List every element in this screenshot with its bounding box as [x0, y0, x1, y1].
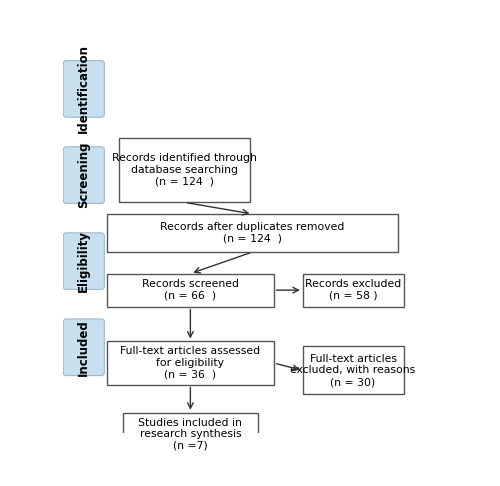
- Bar: [303, 347, 404, 395]
- Text: Included: Included: [78, 319, 90, 376]
- Text: Records screened
(n = 66  ): Records screened (n = 66 ): [142, 279, 239, 301]
- Text: Records identified through
database searching
(n = 124  ): Records identified through database sear…: [112, 154, 257, 187]
- Text: Eligibility: Eligibility: [78, 230, 90, 292]
- Bar: [303, 274, 404, 307]
- FancyBboxPatch shape: [64, 319, 104, 376]
- Bar: [107, 342, 274, 384]
- Bar: [107, 214, 398, 252]
- Text: Records after duplicates removed
(n = 124  ): Records after duplicates removed (n = 12…: [160, 222, 344, 244]
- FancyBboxPatch shape: [64, 233, 104, 290]
- FancyBboxPatch shape: [64, 61, 104, 117]
- Text: Full-text articles assessed
for eligibility
(n = 36  ): Full-text articles assessed for eligibil…: [120, 347, 260, 380]
- Text: Screening: Screening: [78, 142, 90, 208]
- Text: Records excluded
(n = 58 ): Records excluded (n = 58 ): [305, 279, 401, 301]
- Text: Studies included in
research synthesis
(n =7): Studies included in research synthesis (…: [138, 417, 242, 451]
- Text: Full-text articles
excluded, with reasons
(n = 30): Full-text articles excluded, with reason…: [290, 354, 416, 387]
- Bar: [107, 274, 274, 307]
- FancyBboxPatch shape: [64, 147, 104, 203]
- Bar: [122, 413, 258, 456]
- Text: Identification: Identification: [78, 44, 90, 134]
- Bar: [118, 138, 250, 202]
